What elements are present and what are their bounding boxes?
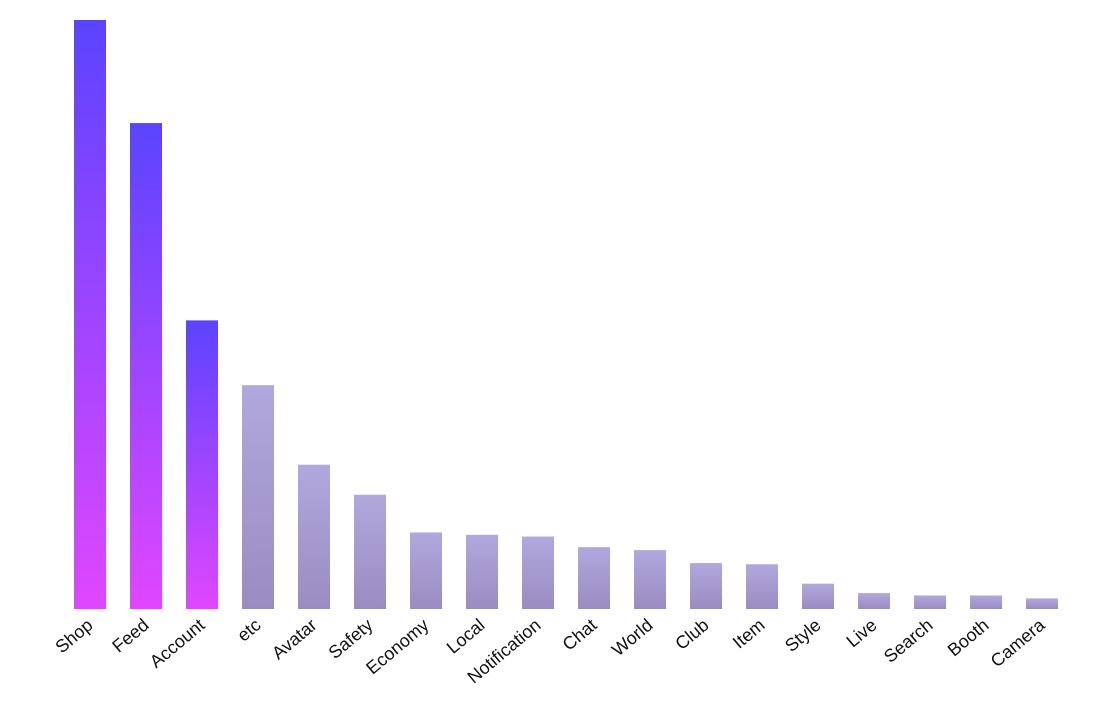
bar-booth [970,595,1002,609]
bar-search [914,595,946,609]
bar-notification [522,536,554,609]
x-tick-label-feed: Feed [108,615,152,657]
x-tick-label-camera: Camera [987,614,1050,671]
bar-etc [242,385,274,609]
x-tick-label-chat: Chat [559,615,601,655]
bar-club [690,563,722,609]
x-tick-label-live: Live [842,615,880,652]
x-tick-label-item: Item [729,615,769,653]
x-tick-label-style: Style [781,615,825,656]
bar-feed [130,123,162,609]
bar-chat [578,547,610,609]
x-tick-label-club: Club [671,615,712,654]
x-tick-label-safety: Safety [325,615,377,663]
x-tick-label-economy: Economy [362,615,432,679]
bars-group [74,20,1058,609]
bar-account [186,320,218,609]
bar-safety [354,494,386,609]
bar-local [466,534,498,609]
x-tick-label-booth: Booth [944,615,993,661]
bar-shop [74,20,106,609]
bar-world [634,550,666,609]
x-tick-label-account: Account [146,615,209,672]
x-tick-label-world: World [608,615,657,660]
x-tick-label-etc: etc [233,615,264,646]
bar-live [858,593,890,609]
x-tick-label-local: Local [443,615,489,658]
x-tick-label-shop: Shop [52,615,97,657]
bar-camera [1026,598,1058,609]
bar-item [746,564,778,609]
bar-avatar [298,464,330,609]
x-tick-label-search: Search [880,615,937,667]
x-tick-label-avatar: Avatar [268,615,320,664]
bar-style [802,583,834,609]
bar-economy [410,532,442,609]
